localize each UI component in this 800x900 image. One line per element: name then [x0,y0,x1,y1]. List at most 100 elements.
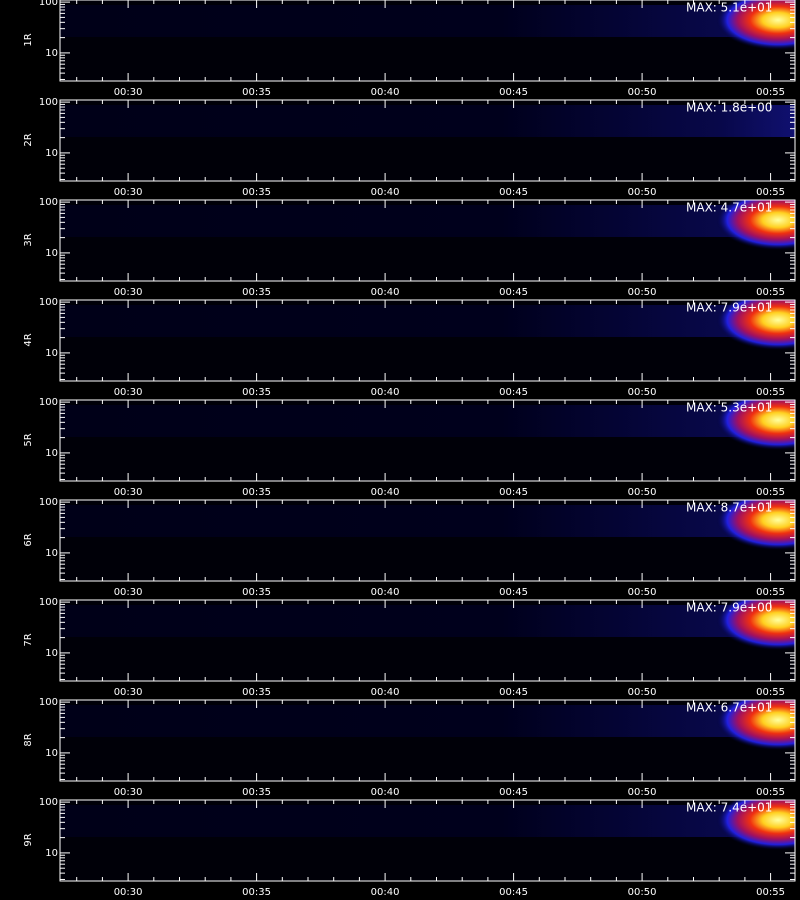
intensity-band [60,305,795,337]
y-tick-label: 10 [45,548,58,559]
y-tick-label: 10 [45,448,58,459]
panel: 10 100 00:30 00:35 00:40 00:45 00:50 00:55 8R MAX… [23,697,796,798]
intensity-burst [716,400,795,450]
intensity-band [60,405,795,437]
intensity-band [60,205,795,237]
x-tick-label: 00:35 [242,487,271,498]
x-tick-label: 00:35 [242,887,271,898]
x-tick-label: 00:55 [756,287,785,298]
x-tick-label: 00:55 [756,387,785,398]
y-tick-label: 100 [39,597,58,608]
panel: 10 100 00:30 00:35 00:40 00:45 00:50 00:55 9R MAX… [23,797,796,898]
y-tick-label: 10 [45,48,58,59]
x-tick-label: 00:50 [628,587,657,598]
x-tick-label: 00:50 [628,487,657,498]
x-tick-label: 00:40 [371,187,400,198]
axes-frame [59,799,796,882]
y-axis-label: 9R [23,833,34,846]
y-axis-label: 1R [23,33,34,46]
x-tick-label: 00:30 [114,87,143,98]
x-tick-label: 00:55 [756,187,785,198]
max-annotation: MAX: 5.3e+01 [686,401,772,415]
panel: 10 100 00:30 00:35 00:40 00:45 00:50 00:55 3R MAX… [23,197,796,298]
axes-frame [59,699,796,782]
max-annotation: MAX: 4.7e+01 [686,201,772,215]
y-axis-label: 5R [23,433,34,446]
y-tick-label: 10 [45,648,58,659]
y-tick-label: 10 [45,148,58,159]
x-tick-label: 00:55 [756,87,785,98]
x-tick-label: 00:35 [242,787,271,798]
x-tick-label: 00:45 [499,187,528,198]
y-tick-label: 10 [45,748,58,759]
x-tick-label: 00:35 [242,387,271,398]
intensity-band [60,705,795,737]
x-tick-label: 00:30 [114,687,143,698]
axes-frame [59,0,796,82]
x-tick-label: 00:50 [628,687,657,698]
x-tick-label: 00:35 [242,187,271,198]
x-tick-label: 00:35 [242,687,271,698]
x-tick-label: 00:45 [499,387,528,398]
intensity-band [60,105,795,137]
x-tick-label: 00:40 [371,287,400,298]
axes-frame [59,399,796,482]
max-annotation: MAX: 8.7e+01 [686,501,772,515]
x-tick-label: 00:45 [499,687,528,698]
x-tick-label: 00:40 [371,587,400,598]
intensity-band [60,505,795,537]
x-tick-label: 00:35 [242,587,271,598]
x-tick-label: 00:30 [114,387,143,398]
intensity-burst [716,0,795,50]
x-tick-label: 00:30 [114,487,143,498]
x-tick-label: 00:45 [499,587,528,598]
axes-frame [59,299,796,382]
panel: 10 100 00:30 00:35 00:40 00:45 00:50 00:55 5R MAX… [23,397,796,498]
y-tick-label: 100 [39,97,58,108]
panel: 10 100 00:30 00:35 00:40 00:45 00:50 00:55 2R MAX… [23,97,796,198]
max-annotation: MAX: 7.9e+01 [686,301,772,315]
x-tick-label: 00:30 [114,787,143,798]
x-tick-label: 00:50 [628,287,657,298]
panel: 10 100 00:30 00:35 00:40 00:45 00:50 00:55 6R MAX… [23,497,796,598]
y-axis-label: 4R [23,333,34,346]
x-tick-label: 00:45 [499,487,528,498]
max-annotation: MAX: 5.1e+01 [686,1,772,15]
x-tick-label: 00:45 [499,787,528,798]
x-tick-label: 00:40 [371,387,400,398]
intensity-band [60,605,795,637]
x-tick-label: 00:45 [499,887,528,898]
intensity-band [60,5,795,37]
y-axis-label: 8R [23,733,34,746]
intensity-burst [716,200,795,250]
max-annotation: MAX: 1.8e+00 [686,101,772,115]
intensity-band [60,805,795,837]
y-tick-label: 100 [39,797,58,808]
axes-frame [59,599,796,682]
x-tick-label: 00:30 [114,887,143,898]
x-tick-label: 00:50 [628,787,657,798]
y-tick-label: 100 [39,0,58,8]
x-tick-label: 00:55 [756,487,785,498]
x-tick-label: 00:55 [756,887,785,898]
x-tick-label: 00:50 [628,87,657,98]
x-tick-label: 00:40 [371,87,400,98]
panel: 10 100 00:30 00:35 00:40 00:45 00:50 00:55 7R MAX… [23,597,796,698]
x-tick-label: 00:55 [756,687,785,698]
y-tick-label: 100 [39,197,58,208]
x-tick-label: 00:50 [628,187,657,198]
intensity-burst [716,500,795,550]
x-tick-label: 00:40 [371,487,400,498]
y-tick-label: 100 [39,497,58,508]
axes-frame [59,199,796,282]
intensity-burst [716,600,795,650]
axes-frame [59,99,796,182]
max-annotation: MAX: 7.9e+00 [686,601,772,615]
x-tick-label: 00:30 [114,287,143,298]
y-axis-label: 6R [23,533,34,546]
intensity-burst [716,700,795,750]
x-tick-label: 00:55 [756,787,785,798]
y-tick-label: 100 [39,697,58,708]
